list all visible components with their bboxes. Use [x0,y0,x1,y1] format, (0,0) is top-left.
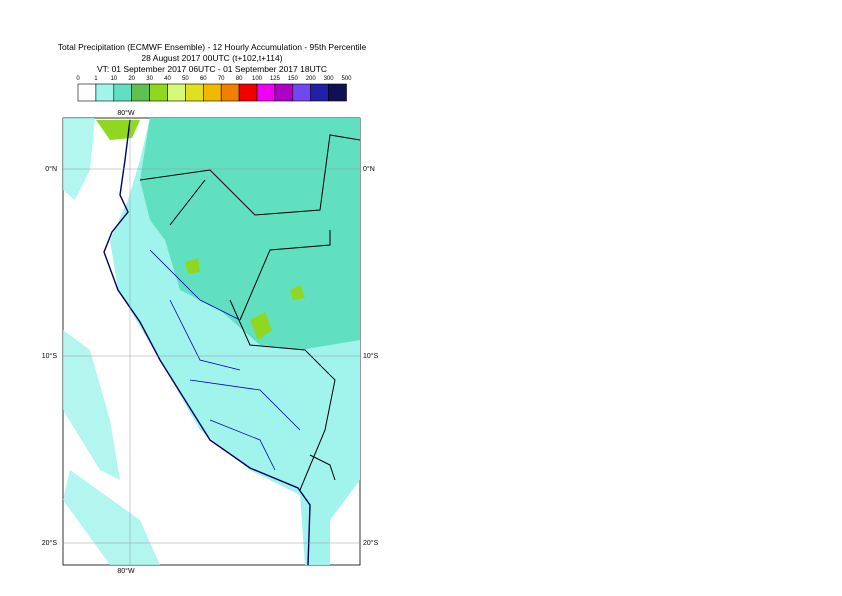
run-time: 28 August 2017 00UTC (t+102,t+114) [141,53,282,63]
legend-swatch [149,83,168,102]
legend-swatch [95,83,115,102]
legend-swatch [131,83,150,102]
legend-label: 150 [288,76,299,82]
lat-label: 20°S [363,539,379,547]
legend-label: 100 [252,76,263,82]
legend-label: 80 [236,76,243,82]
lat-label: 0°N [363,165,375,173]
legend-swatch [77,83,97,102]
legend-label: 10 [110,76,117,82]
legend-label: 300 [324,76,335,82]
legend-swatch [328,83,347,102]
lat-label: 10°S [42,352,58,360]
regions [149,249,301,471]
legend-swatch [185,83,204,102]
legend-label: 500 [341,76,352,82]
legend-label: 125 [270,76,281,82]
valid-time: VT: 01 September 2017 06UTC - 01 Septemb… [97,64,327,74]
legend-label: 70 [218,76,225,82]
lat-label: 10°S [363,352,379,360]
lon-label: 80°W [117,567,135,575]
legend-swatch [310,83,329,102]
legend-swatch [256,83,276,102]
legend-label: 50 [182,76,189,82]
precip-medium [140,118,360,350]
legend-label: 40 [164,76,171,82]
title: Total Precipitation (ECMWF Ensemble) - 1… [58,42,367,52]
legend-swatch [292,83,311,102]
graticule [63,118,360,565]
legend-swatch [167,83,186,102]
legend-swatch [203,83,222,102]
legend: 0 1 10 20 30 40 50 60 70 80 100 125 150 200 300 500 [76,76,352,102]
legend-label: 30 [146,76,153,82]
coastline [103,119,311,566]
precip-light-ocean [63,118,160,565]
legend-label: 60 [200,76,207,82]
legend-swatch [113,83,133,102]
borders [139,134,361,491]
legend-swatch [220,83,240,102]
legend-swatch [238,83,258,102]
lon-label: 80°W [117,109,135,117]
legend-swatch [274,83,294,102]
lat-label: 0°N [45,165,57,173]
legend-label: 200 [306,76,317,82]
legend-label: 1 [94,76,98,82]
map: 0°N 0°N 10°S 10°S 20°S 20°S 80°W 80°W [42,109,379,575]
legend-label: 20 [128,76,135,82]
precip-spots [185,258,305,340]
legend-label: 0 [76,76,80,82]
lat-label: 20°S [42,539,58,547]
